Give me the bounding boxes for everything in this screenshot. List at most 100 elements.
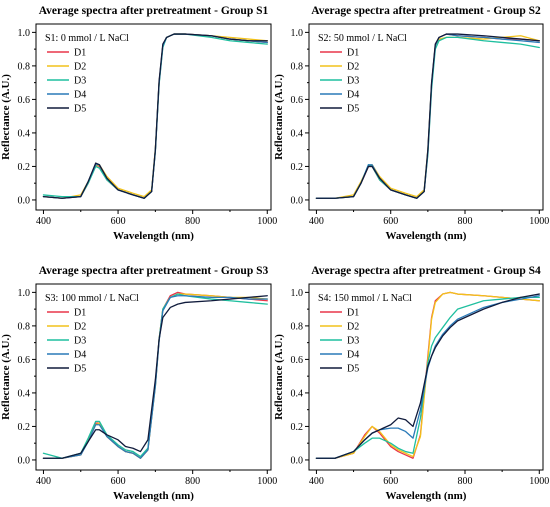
legend-label: D5 [347,104,359,115]
y-tick-label: 0.8 [18,61,31,72]
series-line-d4 [315,33,540,199]
legend-label: D4 [347,90,359,101]
legend-label: D2 [347,322,359,333]
x-tick-label: 400 [309,476,324,487]
x-tick-label: 600 [383,216,398,227]
legend-label: D2 [74,62,86,73]
x-axis-label: Wavelength (nm) [113,490,194,502]
series-line-d3 [315,296,540,459]
y-tick-label: 0.8 [291,61,304,72]
legend-label: D3 [347,336,359,347]
x-tick-label: 800 [185,476,200,487]
plot-frame [35,283,272,471]
series-line-d4 [42,33,268,199]
legend-label: D2 [74,322,86,333]
y-tick-label: 0.4 [18,388,31,399]
series-line-d2 [315,35,540,199]
condition-annotation: S1: 0 mmol / L NaCl [45,33,129,44]
x-tick-label: 400 [36,216,51,227]
series-line-d5 [315,33,540,199]
x-tick-label: 1000 [529,476,549,487]
x-tick-label: 1000 [257,216,277,227]
legend-label: D2 [347,62,359,73]
x-axis-label: Wavelength (nm) [386,490,467,502]
x-axis-label: Wavelength (nm) [113,230,194,242]
series-line-d2 [315,291,540,459]
legend-label: D4 [74,90,86,101]
y-axis-label: Reflectance (A.U.) [0,334,12,420]
legend-label: D1 [347,308,359,319]
plot-frame [308,283,544,471]
y-tick-label: 1.0 [291,288,304,299]
legend-label: D3 [74,336,86,347]
x-axis-label: Wavelength (nm) [386,230,467,242]
condition-annotation: S2: 50 mmol / L NaCl [318,33,407,44]
y-tick-label: 0.2 [291,162,304,173]
panel-group-s2: Average spectra after pretreatment - Gro… [273,5,549,242]
panel-group-s1: Average spectra after pretreatment - Gro… [0,5,277,242]
y-tick-label: 0.2 [18,162,31,173]
condition-annotation: S3: 100 mmol / L NaCl [45,293,139,304]
panel-group-s4: Average spectra after pretreatment - Gro… [273,265,549,502]
series-line-d5 [315,293,540,459]
y-tick-label: 0.8 [18,321,31,332]
x-tick-label: 600 [383,476,398,487]
chart-title: Average spectra after pretreatment - Gro… [311,5,541,17]
y-tick-label: 1.0 [18,288,31,299]
x-tick-label: 1000 [257,476,277,487]
y-tick-label: 0.4 [291,128,304,139]
legend-label: D3 [347,76,359,87]
y-axis-label: Reflectance (A.U.) [273,334,285,420]
series-line-d3 [42,293,268,459]
x-tick-label: 800 [458,476,473,487]
y-tick-label: 0.0 [18,195,31,206]
legend-label: D1 [74,48,86,59]
x-tick-label: 600 [111,476,126,487]
series-line-d1 [42,33,268,199]
y-tick-label: 0.2 [18,422,31,433]
series-line-d4 [315,295,540,459]
y-tick-label: 0.0 [291,195,304,206]
plot-frame [35,23,272,211]
legend-label: D1 [74,308,86,319]
y-tick-label: 0.8 [291,321,304,332]
series-line-d5 [42,33,268,199]
y-axis-label: Reflectance (A.U.) [273,74,285,160]
y-axis-label: Reflectance (A.U.) [0,74,12,160]
series-line-d4 [42,295,268,459]
legend-label: D1 [347,48,359,59]
y-tick-label: 0.6 [18,355,31,366]
y-tick-label: 1.0 [291,28,304,39]
y-tick-label: 0.6 [291,95,304,106]
y-tick-label: 0.4 [291,388,304,399]
condition-annotation: S4: 150 mmol / L NaCl [318,293,412,304]
x-tick-label: 1000 [529,216,549,227]
chart-title: Average spectra after pretreatment - Gro… [39,5,269,17]
panel-group-s3: Average spectra after pretreatment - Gro… [0,265,277,502]
chart-title: Average spectra after pretreatment - Gro… [39,265,269,277]
x-tick-label: 800 [458,216,473,227]
x-tick-label: 400 [36,476,51,487]
y-tick-label: 1.0 [18,28,31,39]
y-tick-label: 0.4 [18,128,31,139]
legend-label: D4 [347,350,359,361]
y-tick-label: 0.0 [291,455,304,466]
x-tick-label: 600 [111,216,126,227]
legend-label: D5 [74,104,86,115]
series-line-d1 [315,33,540,199]
y-tick-label: 0.6 [18,95,31,106]
x-tick-label: 400 [309,216,324,227]
y-tick-label: 0.0 [18,455,31,466]
x-tick-label: 800 [185,216,200,227]
legend-label: D5 [74,364,86,375]
y-tick-label: 0.6 [291,355,304,366]
legend-label: D3 [74,76,86,87]
series-line-d5 [42,295,268,459]
y-tick-label: 0.2 [291,422,304,433]
legend-label: D4 [74,350,86,361]
series-line-d3 [42,33,268,199]
legend-label: D5 [347,364,359,375]
plot-frame [308,23,544,211]
chart-title: Average spectra after pretreatment - Gro… [311,265,541,277]
